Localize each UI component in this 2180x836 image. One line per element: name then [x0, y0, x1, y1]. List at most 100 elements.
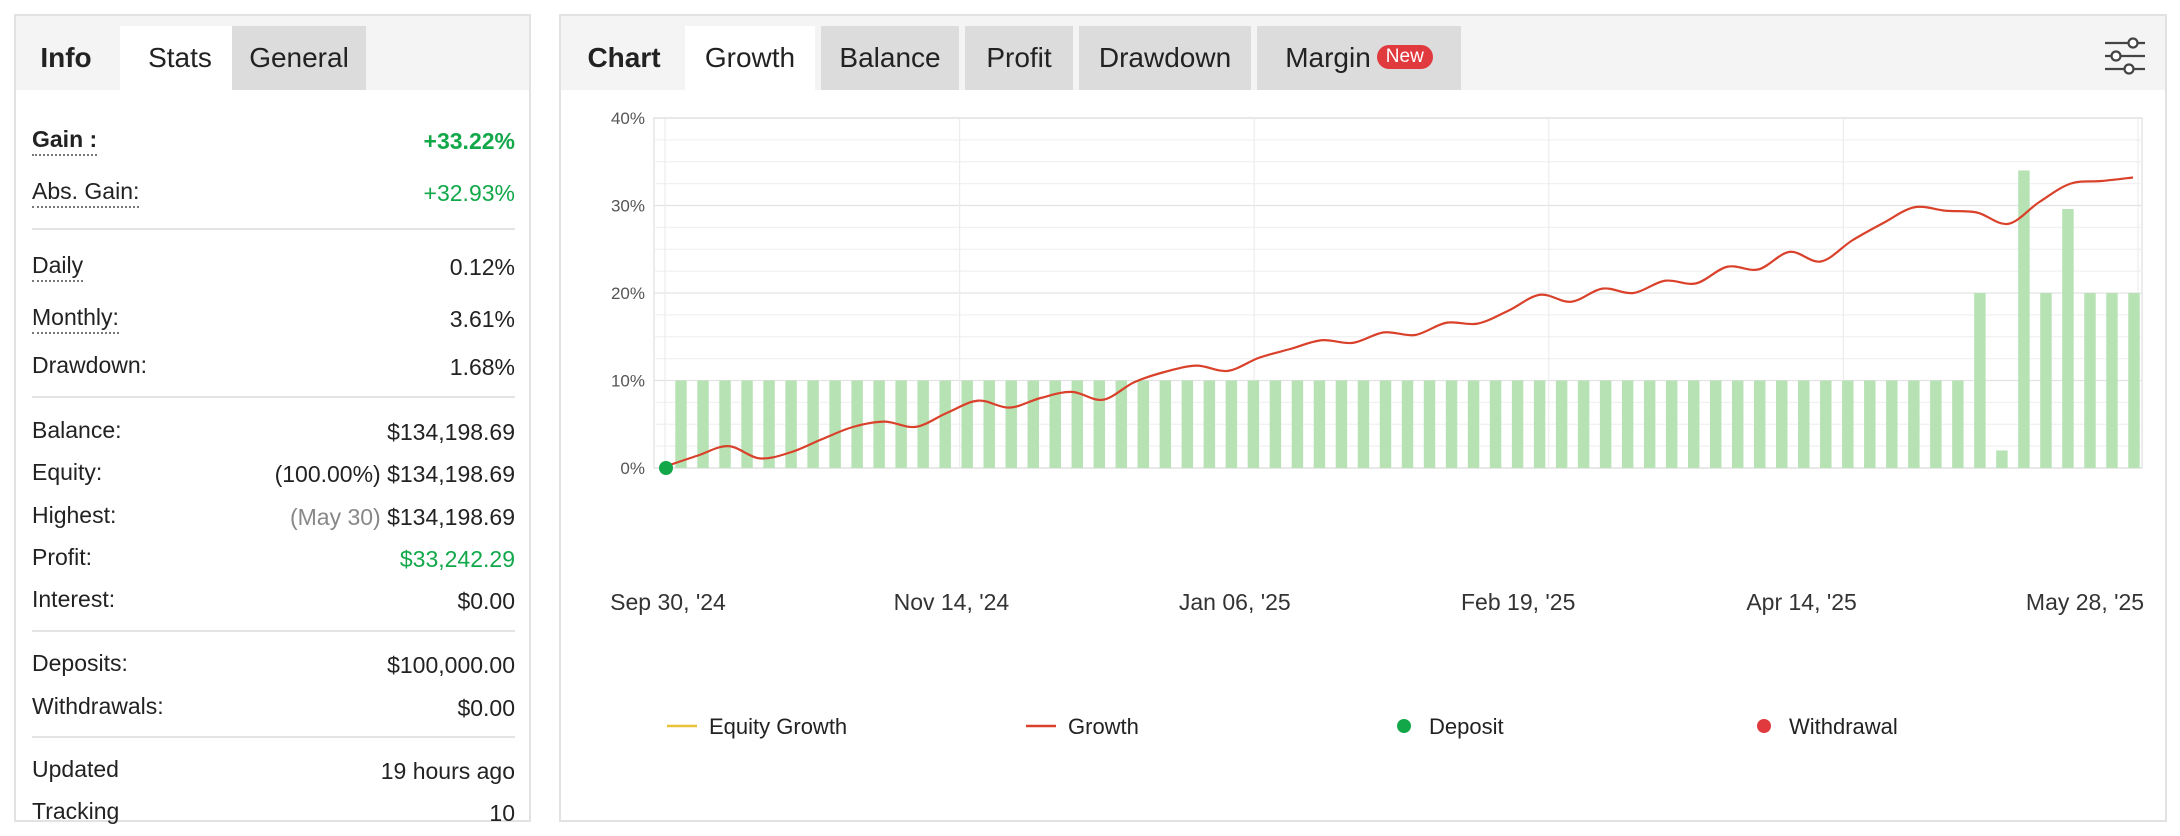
interest-label: Interest:: [32, 586, 116, 612]
chart-bar: [1511, 380, 1524, 468]
x-tick-label: Sep 30, '24: [610, 589, 726, 615]
chart-bar: [1952, 380, 1964, 468]
stat-row-daily: Daily 0.12%: [32, 246, 515, 286]
chart-bar: [741, 380, 753, 468]
chart-bar: [1225, 380, 1238, 468]
deposits-value: $100,000.00: [387, 652, 515, 678]
chart-bar: [697, 380, 709, 468]
chart-bar: [1577, 380, 1590, 468]
chart-bar: [1137, 380, 1150, 468]
equity-value: $134,198.69: [387, 461, 515, 487]
equity-label: Equity:: [32, 459, 103, 485]
stat-row-updated: Updated 19 hours ago: [32, 750, 515, 790]
stat-row-balance: Balance: $134,198.69: [32, 411, 515, 451]
stat-row-drawdown: Drawdown: 1.68%: [32, 346, 515, 386]
x-tick-label: Nov 14, '24: [894, 589, 1010, 615]
x-tick-label: Apr 14, '25: [1746, 589, 1857, 615]
sliders-icon[interactable]: [2103, 34, 2147, 78]
chart-bar: [1643, 380, 1656, 468]
stat-row-withdrawals: Withdrawals: $0.00: [32, 687, 515, 727]
chart-bar: [1005, 380, 1017, 468]
stat-row-equity: Equity: (100.00%) $134,198.69: [32, 453, 515, 493]
chart-bar: [1049, 380, 1061, 468]
deposit-markers: [659, 461, 673, 475]
chart-bar: [1864, 380, 1876, 468]
chart-legend[interactable]: Equity Growth Growth Deposit Withdrawal: [667, 714, 1898, 739]
divider: [32, 228, 515, 230]
tab-balance[interactable]: Balance: [821, 26, 959, 90]
chart-bar: [1093, 380, 1106, 468]
chart-bar: [1423, 380, 1436, 468]
y-tick-label: 10%: [611, 372, 645, 391]
new-badge: New: [1376, 44, 1433, 69]
chart-bar: [1401, 380, 1414, 468]
highest-value: $134,198.69: [387, 504, 515, 530]
chart-bar: [1820, 380, 1832, 468]
chart-panel: Chart Growth Balance Profit Drawdown Mar…: [559, 14, 2167, 822]
updated-label: Updated: [32, 756, 119, 782]
chart-bar: [983, 380, 995, 468]
tab-profit[interactable]: Profit: [965, 26, 1073, 90]
stat-row-profit: Profit: $33,242.29: [32, 538, 515, 578]
equity-value-group: (100.00%) $134,198.69: [275, 461, 515, 488]
chart-bar: [1555, 380, 1568, 468]
chart-bar: [2106, 293, 2118, 468]
chart-bar: [1115, 380, 1128, 468]
chart-bar: [1027, 380, 1039, 468]
chart-bar: [1467, 380, 1480, 468]
tab-info[interactable]: Info: [40, 42, 92, 73]
tracking-value: 10: [489, 800, 515, 826]
legend-swatch-dot: [1757, 719, 1771, 733]
equity-percent: (100.00%): [274, 461, 381, 487]
legend-label: Withdrawal: [1789, 714, 1898, 739]
tab-general[interactable]: General: [232, 26, 366, 90]
chart-bar: [1776, 380, 1788, 468]
gain-value: +33.22%: [423, 128, 515, 154]
chart-bar: [1335, 380, 1348, 468]
tab-margin-label: Margin: [1285, 42, 1371, 73]
drawdown-value: 1.68%: [449, 354, 515, 380]
chart-bar: [719, 380, 731, 468]
stats-panel: Info Stats General Gain : +33.22% Abs. G…: [14, 14, 531, 826]
gain-label[interactable]: Gain :: [32, 126, 98, 156]
chart-bar: [1709, 380, 1722, 468]
chart-bar: [1732, 380, 1744, 468]
stat-row-tracking: Tracking 10: [32, 792, 515, 832]
daily-value: 0.12%: [449, 254, 515, 280]
chart-bar: [1665, 380, 1678, 468]
profit-value: $33,242.29: [399, 546, 515, 572]
monthly-label[interactable]: Monthly:: [32, 304, 119, 334]
legend-label: Deposit: [1429, 714, 1504, 739]
profit-label: Profit:: [32, 544, 93, 570]
daily-label[interactable]: Daily: [32, 252, 84, 282]
growth-series-line: [665, 176, 2134, 468]
divider: [32, 630, 515, 632]
stat-row-interest: Interest: $0.00: [32, 580, 515, 620]
balance-value: $134,198.69: [387, 419, 515, 445]
chart-bar: [763, 380, 775, 468]
interest-value: $0.00: [457, 588, 515, 614]
chart-bar: [1974, 293, 1986, 468]
highest-label: Highest:: [32, 502, 117, 528]
y-tick-label: 40%: [611, 109, 645, 128]
tab-stats[interactable]: Stats: [120, 26, 240, 90]
chart-bar: [2084, 293, 2096, 468]
chart-bar: [1930, 380, 1942, 468]
tab-chart[interactable]: Chart: [587, 42, 661, 73]
tab-drawdown[interactable]: Drawdown: [1079, 26, 1251, 90]
chart-bar: [1357, 380, 1370, 468]
x-tick-label: May 28, '25: [2026, 589, 2144, 615]
chart-bar: [1687, 380, 1700, 468]
growth-chart: 0% 10% 20% 30% 40% Sep 30, '24 Nov 14, '24 Jan…: [610, 109, 2144, 739]
legend-label: Growth: [1068, 714, 1139, 739]
abs-gain-label[interactable]: Abs. Gain:: [32, 178, 140, 208]
legend-swatch-dot: [1397, 719, 1411, 733]
tab-growth[interactable]: Growth: [685, 26, 815, 90]
x-tick-label: Jan 06, '25: [1179, 589, 1291, 615]
stat-row-deposits: Deposits: $100,000.00: [32, 644, 515, 684]
chart-bar: [807, 380, 819, 468]
stats-tabbar: Info Stats General: [16, 16, 529, 90]
tab-margin[interactable]: Margin New: [1257, 26, 1461, 90]
chart-bar: [1599, 380, 1612, 468]
stat-row-abs-gain: Abs. Gain: +32.93%: [32, 172, 515, 212]
